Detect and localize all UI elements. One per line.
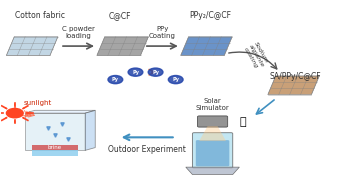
- Polygon shape: [97, 37, 148, 55]
- Text: sunlight: sunlight: [23, 100, 51, 106]
- Polygon shape: [31, 145, 78, 150]
- Text: 📷: 📷: [239, 117, 246, 127]
- Text: Outdoor Experiment: Outdoor Experiment: [108, 145, 186, 154]
- Polygon shape: [268, 76, 319, 94]
- Text: Sodium
algiante
coating: Sodium algiante coating: [243, 40, 270, 71]
- Text: Py: Py: [152, 70, 159, 75]
- Polygon shape: [25, 110, 95, 113]
- Text: brine: brine: [48, 145, 62, 150]
- Polygon shape: [31, 150, 78, 156]
- Circle shape: [148, 68, 163, 76]
- FancyBboxPatch shape: [197, 116, 228, 127]
- Polygon shape: [25, 113, 85, 150]
- Text: Py: Py: [132, 70, 139, 75]
- Polygon shape: [199, 126, 226, 141]
- Polygon shape: [186, 167, 239, 175]
- FancyBboxPatch shape: [192, 133, 233, 168]
- Text: PPy
Coating: PPy Coating: [149, 26, 176, 39]
- Text: SA/PPy/C@CF: SA/PPy/C@CF: [270, 72, 321, 81]
- Text: Cotton fabric: Cotton fabric: [15, 11, 65, 20]
- Polygon shape: [85, 110, 95, 150]
- Text: Solar
Simulator: Solar Simulator: [196, 98, 230, 111]
- Text: C powder
loading: C powder loading: [62, 26, 95, 39]
- Circle shape: [128, 68, 143, 76]
- Circle shape: [168, 75, 183, 84]
- Polygon shape: [181, 37, 232, 55]
- Text: C@CF: C@CF: [108, 11, 131, 20]
- Circle shape: [6, 108, 23, 118]
- FancyBboxPatch shape: [196, 140, 230, 166]
- Text: PPy₂/C@CF: PPy₂/C@CF: [189, 11, 231, 20]
- Polygon shape: [6, 37, 58, 55]
- Text: Py: Py: [172, 77, 179, 82]
- Circle shape: [108, 75, 123, 84]
- Text: Py: Py: [112, 77, 119, 82]
